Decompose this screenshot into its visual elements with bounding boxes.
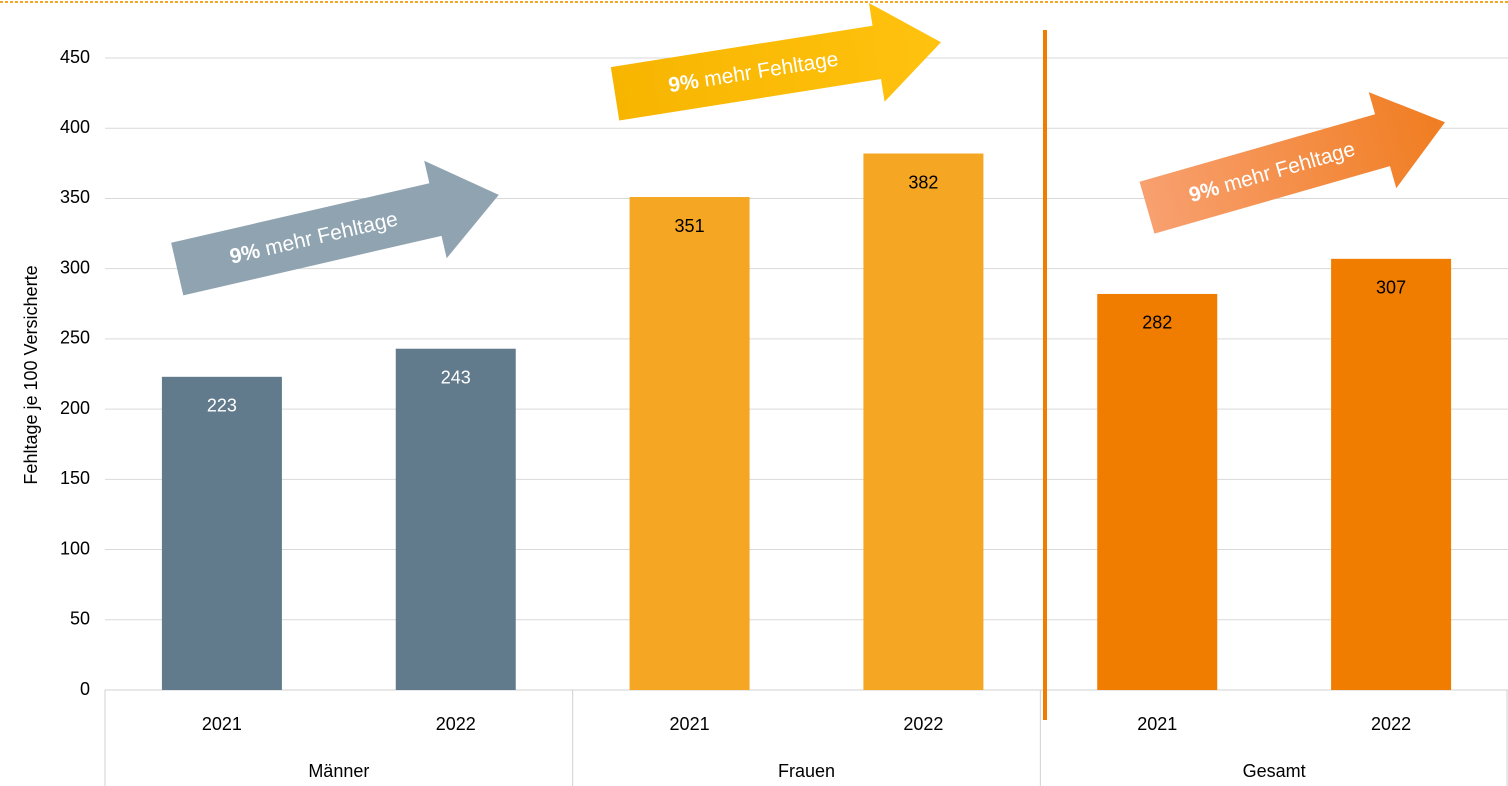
y-tick-label: 100 [60, 538, 90, 558]
arrow-shape [1139, 92, 1445, 234]
y-tick-label: 350 [60, 187, 90, 207]
arrow-shape [610, 2, 941, 121]
y-tick-label: 450 [60, 47, 90, 67]
value-label: 282 [1142, 313, 1172, 333]
annotation-arrow: 9% mehr Fehltage [1139, 92, 1445, 234]
y-tick-label: 300 [60, 257, 90, 277]
bar [629, 197, 750, 691]
value-label: 223 [207, 396, 237, 416]
y-axis-label: Fehltage je 100 Versicherte [21, 265, 41, 484]
annotation-arrow: 9% mehr Fehltage [171, 160, 499, 296]
y-tick-label: 0 [80, 679, 90, 699]
group-label: Männer [308, 761, 369, 781]
group-label: Frauen [778, 761, 835, 781]
y-tick-label: 150 [60, 468, 90, 488]
annotation-bold: 9% [667, 69, 701, 97]
y-tick-label: 50 [70, 609, 90, 629]
y-tick-label: 250 [60, 328, 90, 348]
x-tick-label: 2021 [670, 714, 710, 734]
value-label: 307 [1376, 278, 1406, 298]
y-tick-label: 200 [60, 398, 90, 418]
bar [395, 348, 516, 690]
x-tick-label: 2021 [202, 714, 242, 734]
x-tick-label: 2022 [436, 714, 476, 734]
bar [863, 153, 984, 691]
annotation-arrow: 9% mehr Fehltage [610, 2, 941, 121]
bar [1097, 293, 1218, 690]
x-tick-label: 2022 [1371, 714, 1411, 734]
group-label: Gesamt [1243, 761, 1306, 781]
arrow-shape [171, 160, 499, 296]
bar [161, 376, 282, 690]
value-label: 351 [675, 216, 705, 236]
value-label: 243 [441, 367, 471, 387]
y-tick-label: 400 [60, 117, 90, 137]
bar [1331, 258, 1452, 690]
value-label: 382 [908, 172, 938, 192]
x-tick-label: 2022 [903, 714, 943, 734]
x-tick-label: 2021 [1137, 714, 1177, 734]
